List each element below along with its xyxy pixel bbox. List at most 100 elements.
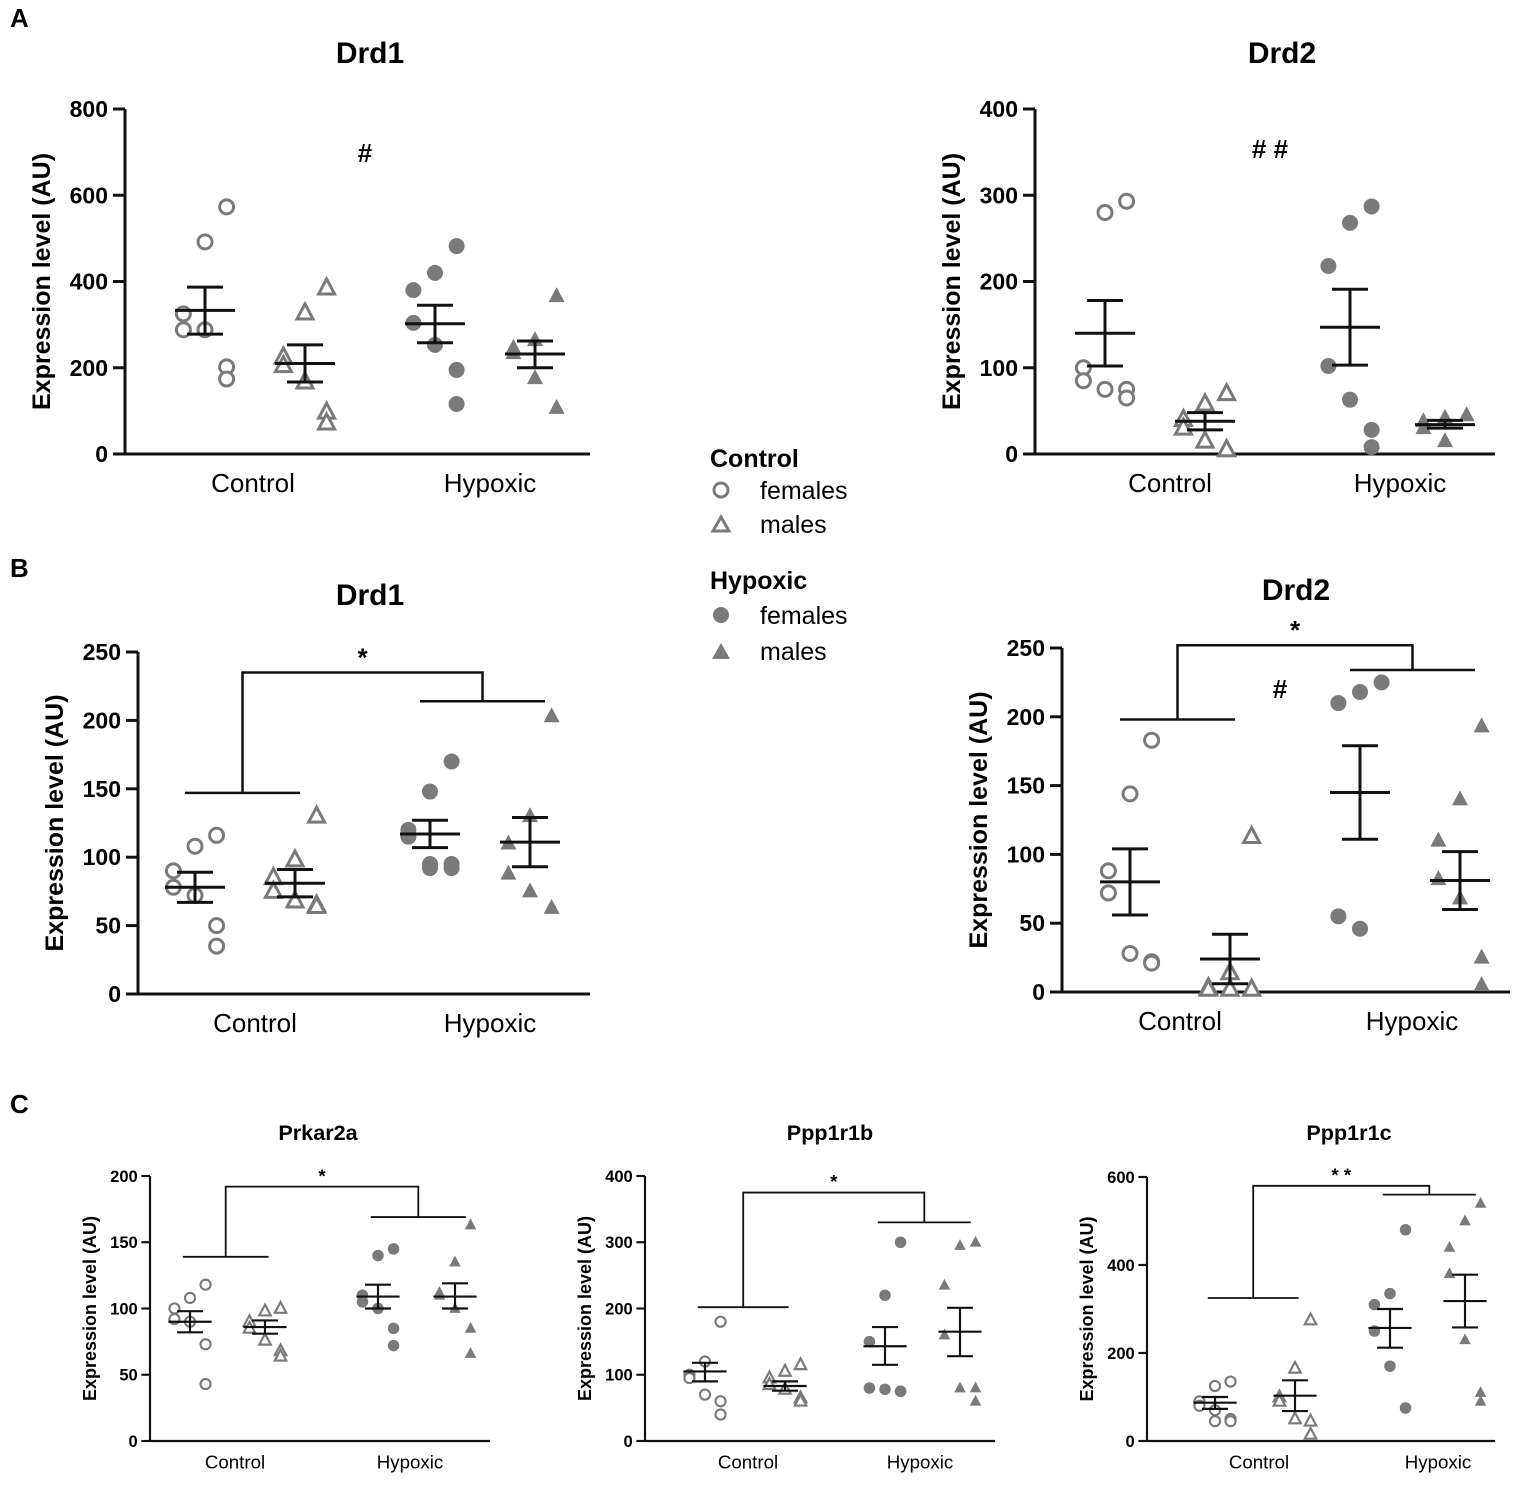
data-point (199, 1278, 212, 1291)
y-tick-label: 0 (624, 1432, 633, 1451)
significance-star: * * (1331, 1164, 1351, 1185)
x-category-label: Hypoxic (444, 1008, 536, 1038)
series-control-males (262, 803, 328, 914)
y-axis-label: Expression level (AU) (41, 694, 69, 951)
legend: Control females males Hypoxic females ma… (710, 445, 848, 666)
x-category-label: Control (205, 1451, 265, 1472)
y-tick-label: 200 (70, 355, 108, 381)
y-axis-label: Expression level (AU) (28, 153, 56, 410)
y-tick-label: 200 (1107, 1344, 1135, 1363)
data-point (1143, 731, 1161, 749)
chart-title: Ppp1r1b (787, 1120, 873, 1145)
panel-label-a: A (10, 3, 29, 33)
data-point (1363, 439, 1380, 456)
data-point (1302, 1311, 1319, 1326)
data-point (527, 369, 543, 385)
bracket-top (241, 671, 484, 793)
chart-title: Drd1 (336, 579, 404, 612)
y-tick-label: 400 (70, 269, 108, 295)
y-tick-label: 150 (110, 1233, 138, 1252)
legend-control-title: Control (710, 445, 799, 473)
y-tick-label: 200 (110, 1167, 138, 1186)
y-tick-label: 800 (70, 96, 108, 122)
data-point (422, 860, 438, 877)
data-point (683, 1371, 696, 1385)
y-tick-label: 400 (1107, 1256, 1135, 1275)
data-point (284, 847, 306, 868)
data-point (1474, 1394, 1487, 1406)
data-point (969, 1381, 982, 1393)
series-control-females (1099, 731, 1161, 972)
data-point (1287, 1410, 1303, 1425)
data-point (1241, 977, 1263, 997)
data-point (387, 1243, 400, 1255)
data-point (1373, 674, 1390, 691)
data-point (1473, 717, 1490, 733)
data-point (1320, 257, 1337, 274)
data-point (1473, 976, 1490, 992)
data-point (1216, 381, 1238, 402)
legend-filled-triangle-icon (712, 643, 730, 659)
data-point (306, 803, 328, 824)
y-tick-label: 50 (119, 1366, 137, 1385)
data-point (1194, 428, 1216, 449)
y-tick-label: 0 (1005, 441, 1018, 467)
data-point (969, 1394, 982, 1406)
data-point (1074, 372, 1092, 390)
series-hypoxic-males (1430, 717, 1490, 992)
data-point (548, 398, 565, 414)
data-point (1459, 1333, 1471, 1345)
chart-c-prkar2a: Prkar2a 0 50 100 150 200 Expression level (AU)… (80, 1120, 490, 1472)
data-point (1197, 977, 1219, 997)
y-tick-label: 300 (980, 182, 1018, 208)
significance-star: * (830, 1171, 838, 1192)
series-hypoxic-females (863, 1236, 907, 1398)
data-point (954, 1239, 966, 1250)
significance-star: * (357, 643, 368, 673)
legend-filled-circle-icon (713, 607, 729, 623)
data-point (448, 361, 465, 378)
data-point (1194, 391, 1216, 412)
data-point (714, 1395, 727, 1408)
data-point (1352, 684, 1368, 701)
y-tick-label: 100 (605, 1366, 633, 1385)
data-point (1096, 380, 1114, 398)
y-axis-label: Expression level (AU) (1077, 1216, 1097, 1401)
data-point (698, 1388, 712, 1401)
data-point (1352, 920, 1368, 937)
data-point (186, 837, 204, 855)
y-tick-label: 100 (980, 355, 1018, 381)
y-tick-label: 300 (605, 1233, 633, 1252)
data-point (1474, 1196, 1487, 1208)
data-point (1099, 862, 1117, 880)
y-tick-label: 600 (70, 182, 108, 208)
x-category-label: Control (1138, 1006, 1222, 1036)
data-point (196, 233, 214, 251)
series-hypoxic-females (1368, 1224, 1412, 1414)
data-point (199, 1377, 212, 1391)
data-point (1458, 406, 1475, 422)
series-control-females (683, 1315, 727, 1421)
data-point (938, 1278, 951, 1290)
y-tick-label: 100 (1007, 841, 1045, 867)
series-hypoxic-females (1330, 674, 1390, 937)
y-axis-label: Expression level (AU) (80, 1216, 100, 1401)
data-point (714, 1408, 727, 1421)
data-point (863, 1382, 876, 1394)
y-tick-label: 0 (1032, 979, 1045, 1005)
series-control-females (1074, 192, 1136, 407)
series-control-males (1172, 381, 1238, 458)
chart-a-drd1: Drd1 0 200 400 600 800 Expression level (AU) Co… (28, 37, 590, 498)
panel-label-c: C (10, 1089, 29, 1119)
data-point (548, 287, 565, 303)
data-point (449, 1255, 461, 1267)
data-point (1121, 785, 1139, 803)
bracket-top (742, 1191, 926, 1308)
significance-annotation: # # (1252, 134, 1289, 164)
series-control-females (1193, 1375, 1237, 1428)
data-point (316, 275, 338, 296)
y-tick-label: 200 (1007, 704, 1045, 730)
data-point (1330, 695, 1347, 712)
panel-label-b: B (10, 553, 29, 583)
data-point (894, 1236, 907, 1249)
